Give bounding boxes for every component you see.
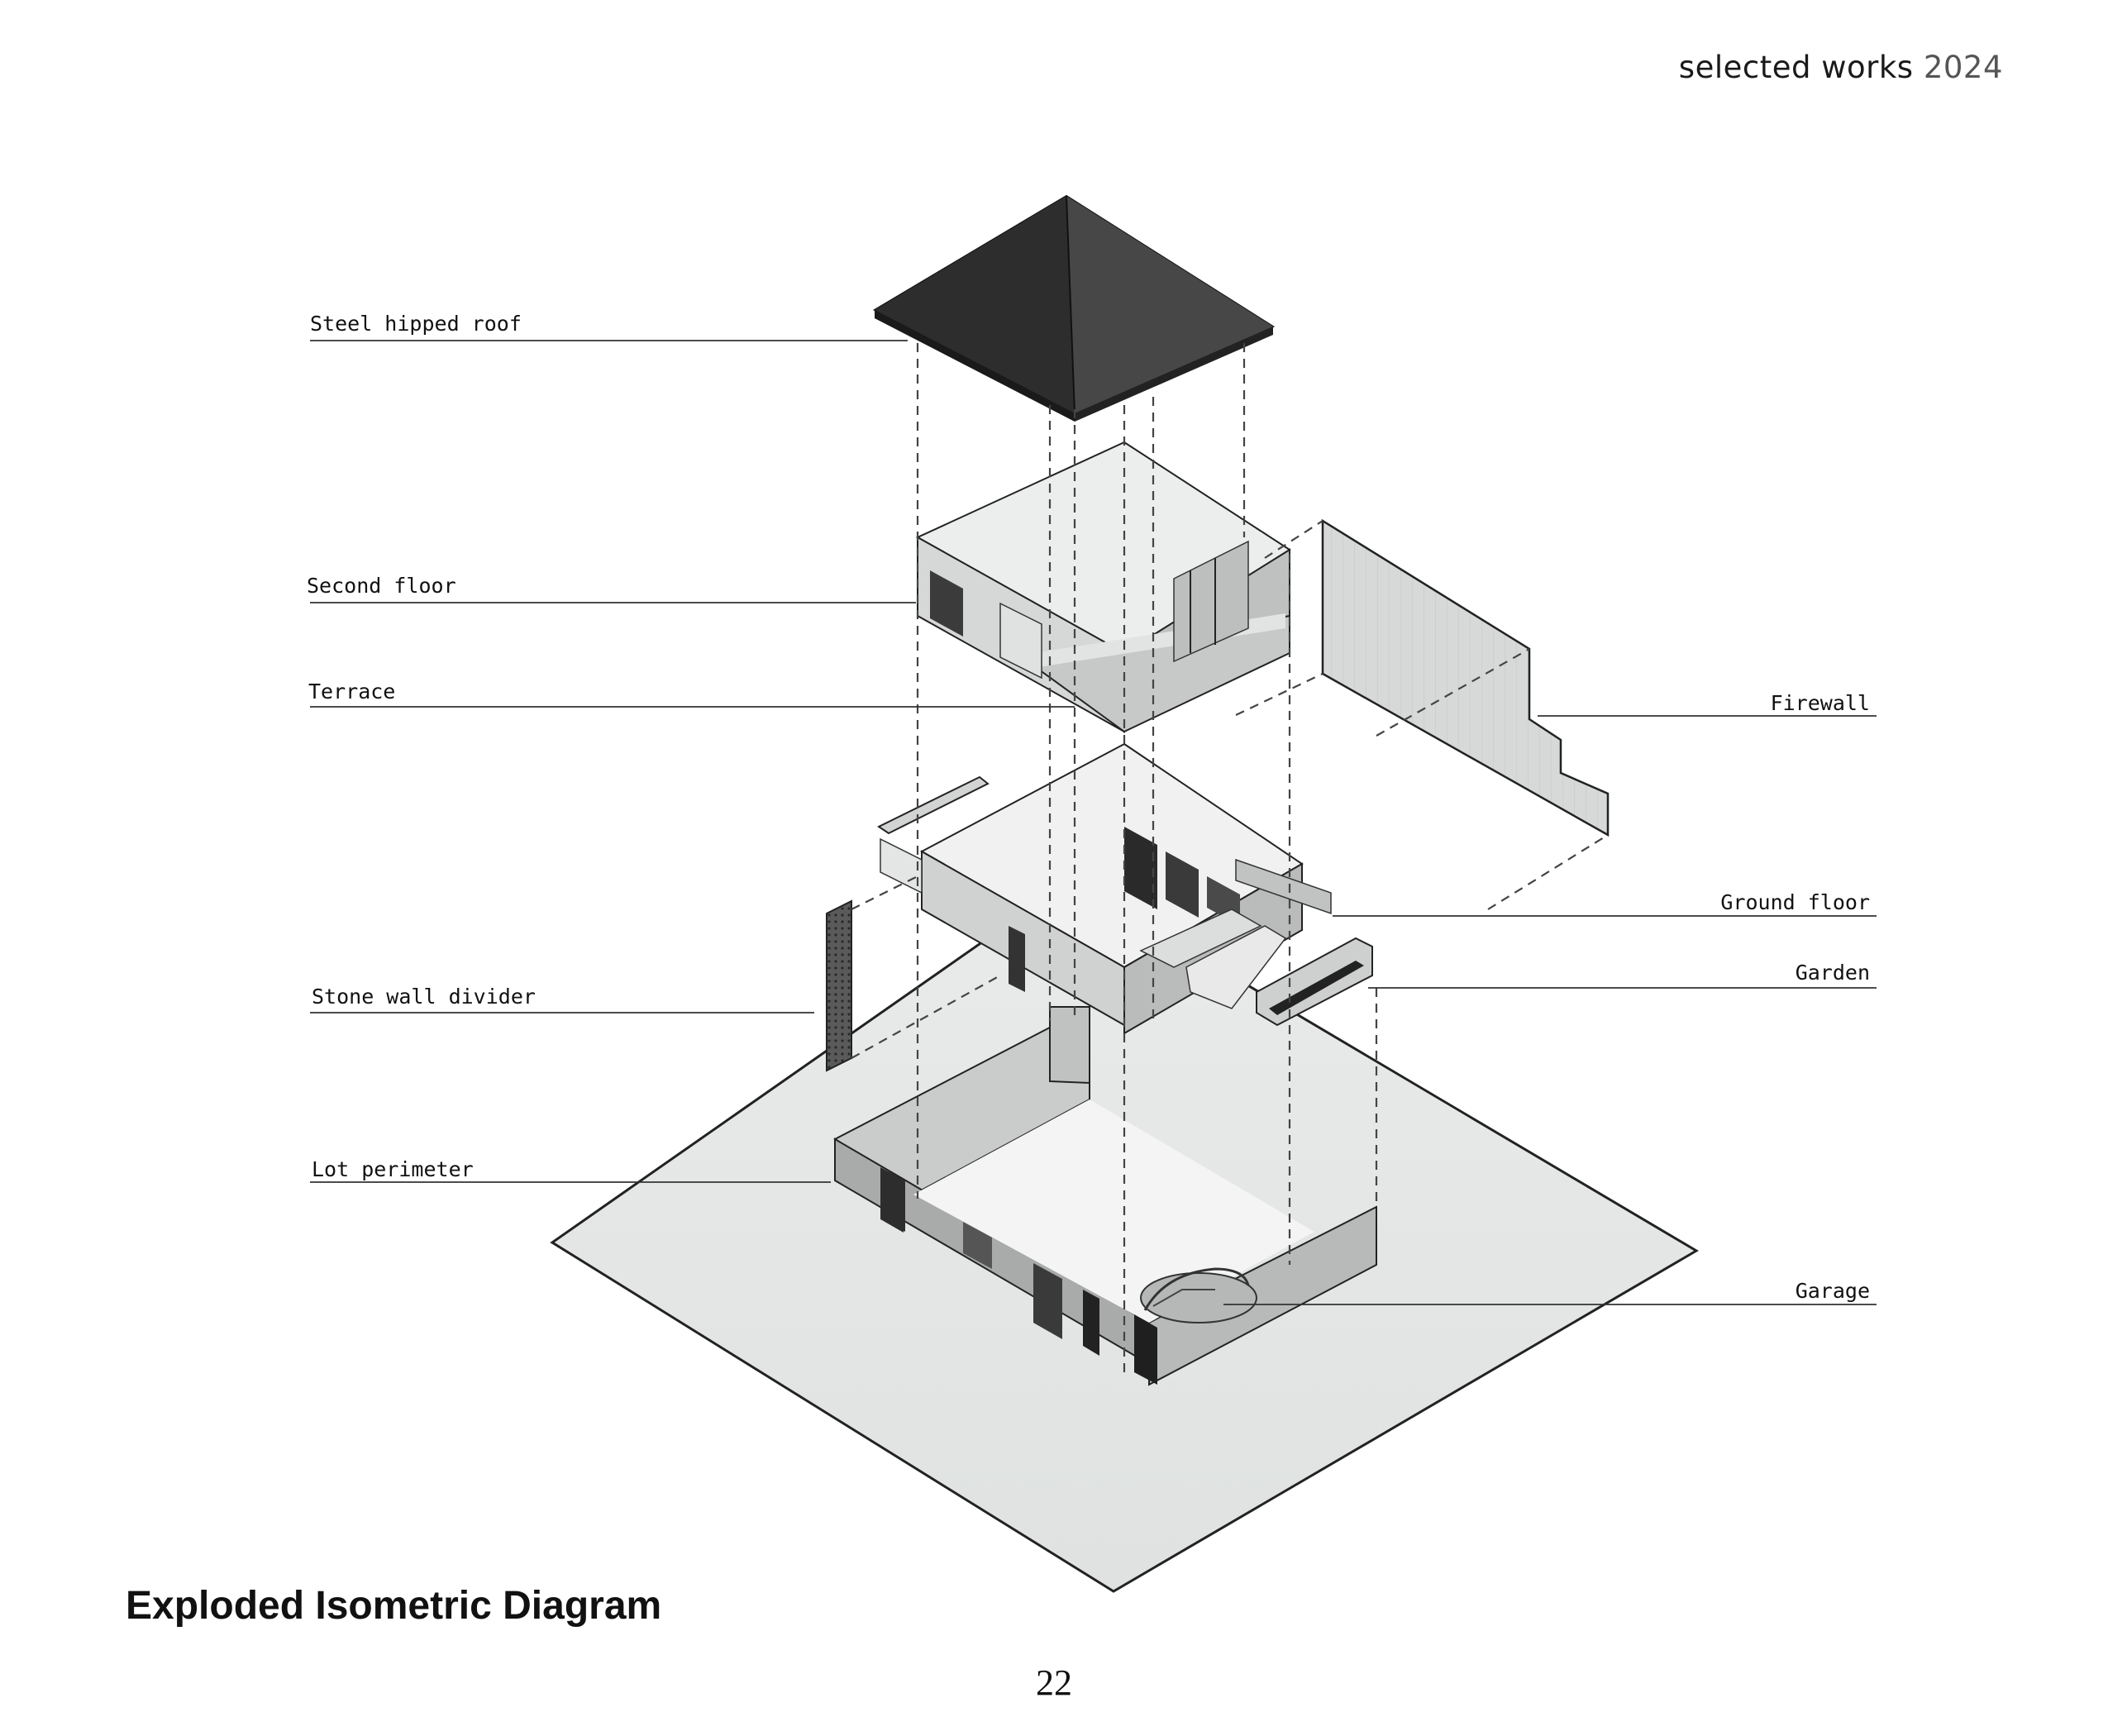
second-floor-model bbox=[915, 441, 1291, 733]
projection-lines bbox=[851, 343, 1609, 1372]
steel-hipped-roof bbox=[872, 194, 1276, 422]
page-title: Exploded Isometric Diagram bbox=[126, 1584, 662, 1628]
label-firewall: Firewall bbox=[1770, 691, 1870, 715]
ground-floor-model bbox=[877, 742, 1373, 1035]
lot-perimeter-walls bbox=[833, 1005, 1377, 1386]
page-number: 22 bbox=[1036, 1662, 1072, 1703]
label-steel-hipped-roof: Steel hipped roof bbox=[310, 312, 522, 336]
label-terrace: Terrace bbox=[308, 680, 396, 703]
label-garage: Garage bbox=[1795, 1279, 1870, 1303]
label-stone-wall-divider: Stone wall divider bbox=[312, 985, 536, 1009]
header-prefix: selected works bbox=[1678, 50, 1914, 85]
label-ground-floor: Ground floor bbox=[1720, 890, 1870, 914]
header-year: 2024 bbox=[1923, 50, 2003, 85]
label-garden: Garden bbox=[1795, 961, 1870, 985]
firewall bbox=[1321, 518, 1610, 837]
label-lot-perimeter: Lot perimeter bbox=[312, 1157, 474, 1181]
leader-lines bbox=[310, 340, 1877, 1305]
header: selected works 2024 bbox=[1679, 50, 2003, 85]
label-second-floor: Second floor bbox=[307, 574, 456, 598]
stone-wall-divider bbox=[826, 899, 852, 1072]
garage-car bbox=[1140, 1267, 1257, 1323]
